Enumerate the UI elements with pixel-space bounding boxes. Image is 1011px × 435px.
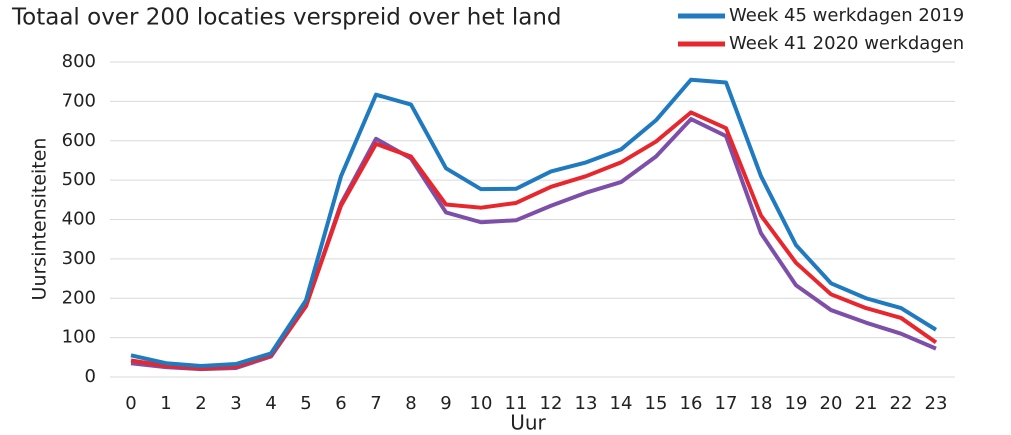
x-tick-label: 7: [370, 393, 381, 414]
x-tick-label: 9: [440, 393, 451, 414]
series-line: [130, 117, 937, 372]
x-tick-label: 1: [160, 393, 171, 414]
y-tick-label: 500: [62, 169, 96, 190]
x-tick-label: 21: [855, 393, 878, 414]
x-tick-label: 3: [230, 393, 241, 414]
y-tick-label: 400: [62, 209, 96, 230]
x-tick-label: 4: [265, 393, 276, 414]
series-line: [130, 110, 938, 371]
series-line: [130, 77, 938, 368]
x-tick-label: 18: [750, 393, 773, 414]
legend-label: Week 41 2020 werkdagen: [729, 33, 964, 54]
x-tick-label: 19: [785, 393, 808, 414]
x-tick-label: 2: [195, 393, 206, 414]
x-tick-label: 10: [470, 393, 493, 414]
x-tick-label: 8: [405, 393, 416, 414]
x-tick-label: 20: [820, 393, 843, 414]
x-tick-label: 5: [300, 393, 311, 414]
x-tick-label: 12: [540, 393, 563, 414]
y-axis-label: Uursintensiteiten: [29, 138, 51, 301]
y-tick-label: 0: [85, 366, 96, 387]
x-tick-label: 23: [925, 393, 948, 414]
y-tick-label: 800: [62, 51, 96, 72]
y-tick-label: 300: [62, 248, 96, 269]
x-axis-label: Uur: [510, 411, 546, 435]
y-tick-label: 600: [62, 130, 96, 151]
legend-label: Week 45 werkdagen 2019: [729, 5, 964, 26]
x-tick-label: 6: [335, 393, 346, 414]
x-tick-label: 13: [575, 393, 598, 414]
x-tick-label: 15: [645, 393, 668, 414]
y-tick-label: 100: [62, 327, 96, 348]
x-tick-label: 16: [680, 393, 703, 414]
x-tick-label: 0: [125, 393, 136, 414]
y-tick-label: 700: [62, 90, 96, 111]
x-tick-label: 11: [505, 393, 528, 414]
y-tick-label: 200: [62, 287, 96, 308]
x-tick-label: 17: [715, 393, 738, 414]
x-tick-label: 14: [610, 393, 633, 414]
chart-title: Totaal over 200 locaties verspreid over …: [11, 5, 562, 31]
x-tick-label: 22: [890, 393, 913, 414]
